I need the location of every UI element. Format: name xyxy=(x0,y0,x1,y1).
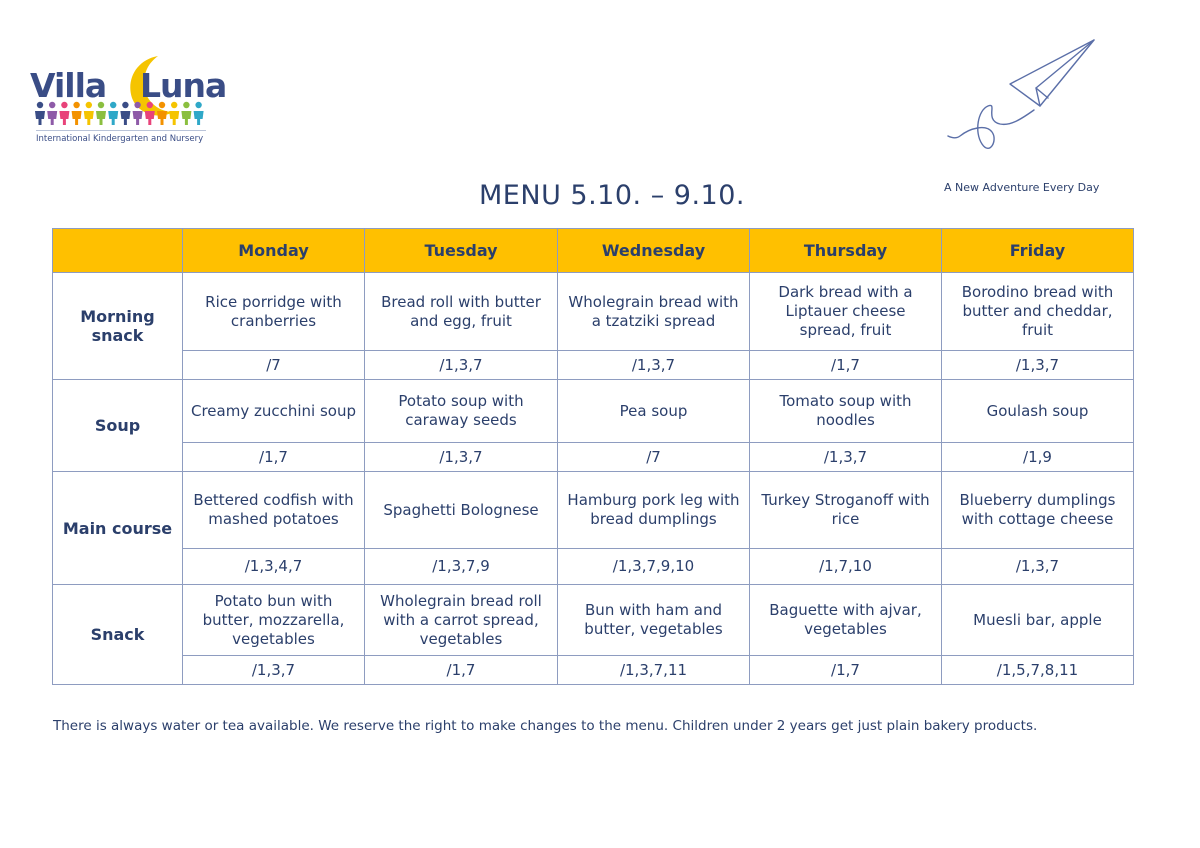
child-figure xyxy=(108,101,119,125)
menu-table: Monday Tuesday Wednesday Thursday Friday… xyxy=(52,228,1134,685)
child-figure xyxy=(132,101,143,125)
dish-cell: Borodino bread with butter and cheddar, … xyxy=(941,272,1134,351)
dish-cell: Bun with ham and butter, vegetables xyxy=(557,584,750,656)
paper-plane-icon xyxy=(947,39,1095,150)
day-header: Thursday xyxy=(749,228,942,273)
header-row: Monday Tuesday Wednesday Thursday Friday xyxy=(52,228,1134,273)
dish-cell: Wholegrain bread roll with a carrot spre… xyxy=(364,584,558,656)
day-header: Monday xyxy=(182,228,365,273)
allergen-cell: /1,3,7 xyxy=(182,655,365,685)
children-row-icon xyxy=(35,101,204,125)
day-header: Friday xyxy=(941,228,1134,273)
table-row: /1,3,7 /1,7 /1,3,7,11 /1,7 /1,5,7,8,11 xyxy=(53,655,1134,685)
dish-cell: Tomato soup with noodles xyxy=(749,379,942,443)
dish-cell: Wholegrain bread with a tzatziki spread xyxy=(557,272,750,351)
allergen-cell: /1,3,7 xyxy=(364,442,558,472)
child-figure xyxy=(157,101,167,125)
table-row: Soup Creamy zucchini soup Potato soup wi… xyxy=(52,379,1134,472)
logo-word-villa: Villa xyxy=(30,66,107,105)
dish-cell: Blueberry dumplings with cottage cheese xyxy=(941,471,1134,549)
dish-cell: Goulash soup xyxy=(941,379,1134,443)
allergen-cell: /1,7 xyxy=(749,350,942,380)
table-row: Main course Bettered codfish with mashed… xyxy=(52,471,1134,585)
footer-note: There is always water or tea available. … xyxy=(53,718,1038,734)
header-corner xyxy=(52,228,183,273)
allergen-cell: /1,3,7,11 xyxy=(557,655,750,685)
villa-luna-logo: Villa Luna International Kindergarten an… xyxy=(30,54,227,154)
category-label: Main course xyxy=(52,471,183,585)
child-figure xyxy=(59,101,70,125)
table-row: /7 /1,3,7 /1,3,7 /1,7 /1,3,7 xyxy=(53,350,1134,380)
dish-cell: Pea soup xyxy=(557,379,750,443)
tagline: A New Adventure Every Day xyxy=(944,181,1100,194)
child-figure xyxy=(181,101,192,125)
table-row: Snack Potato bun with butter, mozzarella… xyxy=(52,584,1134,685)
allergen-cell: /1,3,7 xyxy=(749,442,942,472)
allergen-cell: /1,7 xyxy=(182,442,365,472)
dish-cell: Bettered codfish with mashed potatoes xyxy=(182,471,365,549)
allergen-cell: /1,5,7,8,11 xyxy=(941,655,1134,685)
dish-cell: Creamy zucchini soup xyxy=(182,379,365,443)
child-figure xyxy=(96,101,106,125)
logo-word-luna: Luna xyxy=(140,66,227,105)
table-row: /1,7 /1,3,7 /7 /1,3,7 /1,9 xyxy=(53,442,1134,472)
dish-cell: Bread roll with butter and egg, fruit xyxy=(364,272,558,351)
allergen-cell: /7 xyxy=(557,442,750,472)
child-figure xyxy=(193,101,204,125)
moon-icon xyxy=(130,56,174,116)
dish-cell: Turkey Stroganoff with rice xyxy=(749,471,942,549)
child-figure xyxy=(144,101,155,125)
child-figure xyxy=(47,101,58,125)
allergen-cell: /1,3,7 xyxy=(364,350,558,380)
day-header: Tuesday xyxy=(364,228,558,273)
child-figure xyxy=(71,101,82,125)
allergen-cell: /7 xyxy=(182,350,365,380)
category-label: Snack xyxy=(52,584,183,685)
child-figure xyxy=(35,101,45,125)
category-label: Soup xyxy=(52,379,183,472)
dish-cell: Spaghetti Bolognese xyxy=(364,471,558,549)
category-label: Morning snack xyxy=(52,272,183,380)
child-figure xyxy=(169,101,180,125)
allergen-cell: /1,7 xyxy=(364,655,558,685)
allergen-cell: /1,3,7 xyxy=(941,548,1134,585)
dish-cell: Rice porridge with cranberries xyxy=(182,272,365,351)
allergen-cell: /1,3,7 xyxy=(941,350,1134,380)
dish-cell: Hamburg pork leg with bread dumplings xyxy=(557,471,750,549)
logo-divider xyxy=(36,130,206,131)
dish-cell: Baguette with ajvar, vegetables xyxy=(749,584,942,656)
child-figure xyxy=(83,101,94,125)
dish-cell: Muesli bar, apple xyxy=(941,584,1134,656)
allergen-cell: /1,7,10 xyxy=(749,548,942,585)
allergen-cell: /1,3,7,9 xyxy=(364,548,558,585)
allergen-cell: /1,3,4,7 xyxy=(182,548,365,585)
allergen-cell: /1,3,7 xyxy=(557,350,750,380)
dish-cell: Potato bun with butter, mozzarella, vege… xyxy=(182,584,365,656)
logo-subtitle: International Kindergarten and Nursery xyxy=(36,134,204,144)
day-header: Wednesday xyxy=(557,228,750,273)
table-row: Morning snack Rice porridge with cranber… xyxy=(52,272,1134,380)
dish-cell: Dark bread with a Liptauer cheese spread… xyxy=(749,272,942,351)
allergen-cell: /1,9 xyxy=(941,442,1134,472)
child-figure xyxy=(120,101,131,125)
allergen-cell: /1,7 xyxy=(749,655,942,685)
allergen-cell: /1,3,7,9,10 xyxy=(557,548,750,585)
dish-cell: Potato soup with caraway seeds xyxy=(364,379,558,443)
table-row: /1,3,4,7 /1,3,7,9 /1,3,7,9,10 /1,7,10 /1… xyxy=(53,548,1134,585)
page-title: MENU 5.10. – 9.10. xyxy=(479,180,745,211)
